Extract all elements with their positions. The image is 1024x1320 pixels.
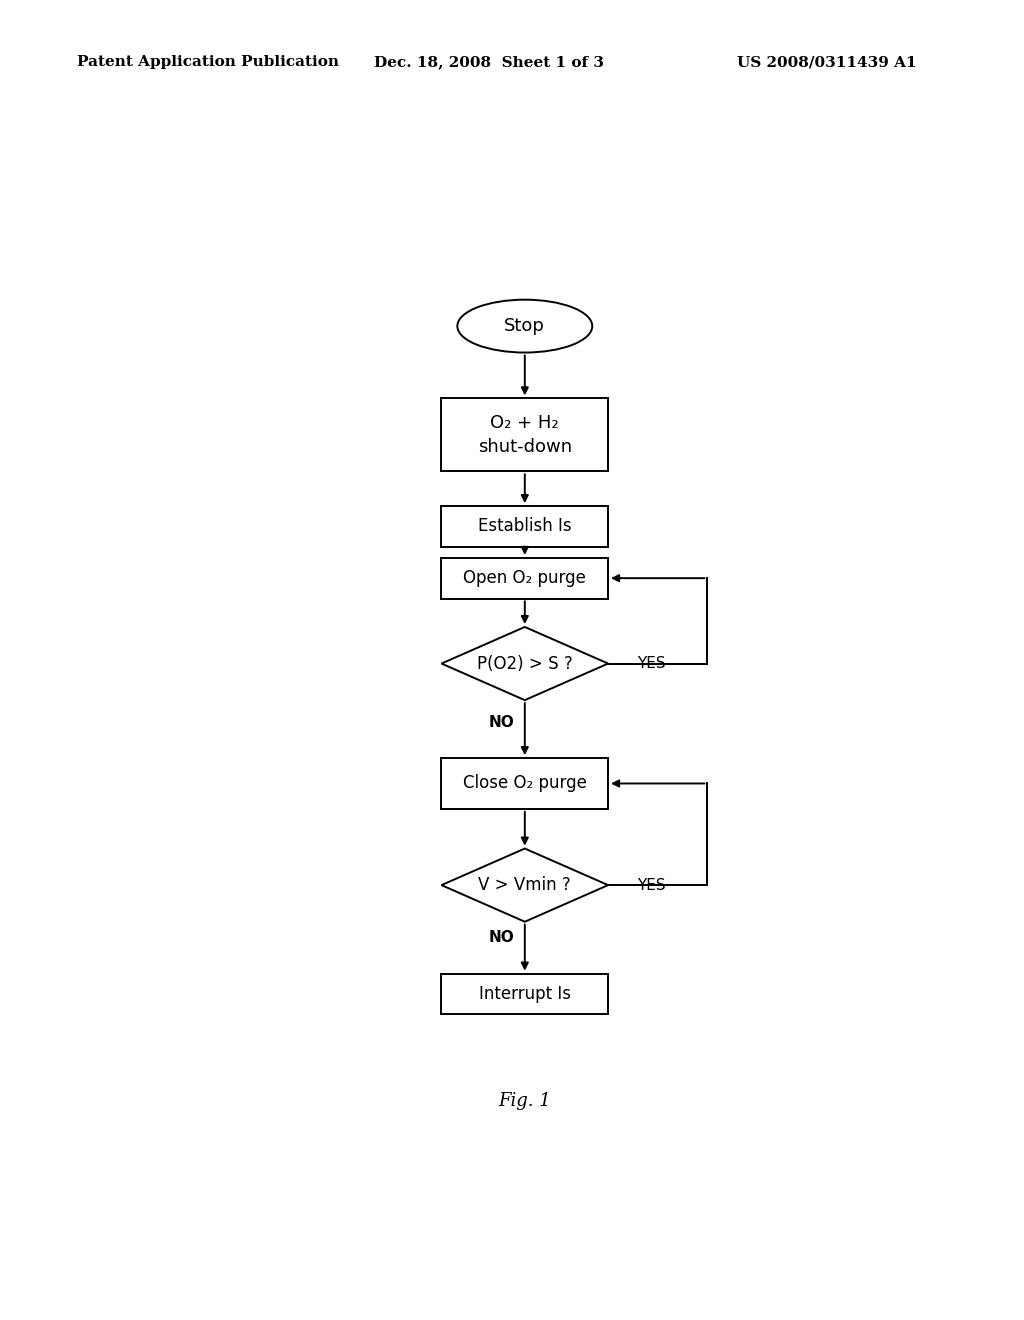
Text: Fig. 1: Fig. 1 (499, 1092, 551, 1110)
Text: Patent Application Publication: Patent Application Publication (77, 55, 339, 70)
Text: YES: YES (638, 656, 666, 671)
Text: O₂ + H₂
shut-down: O₂ + H₂ shut-down (478, 414, 571, 455)
Text: Stop: Stop (505, 317, 545, 335)
Text: Dec. 18, 2008  Sheet 1 of 3: Dec. 18, 2008 Sheet 1 of 3 (374, 55, 604, 70)
Bar (441, 974, 608, 1014)
Text: V > Vmin ?: V > Vmin ? (478, 876, 571, 894)
Text: NO: NO (488, 715, 515, 730)
Bar (441, 399, 608, 471)
Bar (441, 758, 608, 809)
Text: NO: NO (488, 931, 515, 945)
Text: Open O₂ purge: Open O₂ purge (464, 569, 586, 587)
Text: Interrupt Is: Interrupt Is (479, 985, 570, 1003)
Text: YES: YES (638, 878, 666, 892)
Text: Close O₂ purge: Close O₂ purge (463, 775, 587, 792)
Bar (441, 558, 608, 598)
Text: US 2008/0311439 A1: US 2008/0311439 A1 (737, 55, 916, 70)
Text: P(O2) > S ?: P(O2) > S ? (477, 655, 572, 673)
Bar (441, 506, 608, 546)
Text: Establish Is: Establish Is (478, 517, 571, 536)
